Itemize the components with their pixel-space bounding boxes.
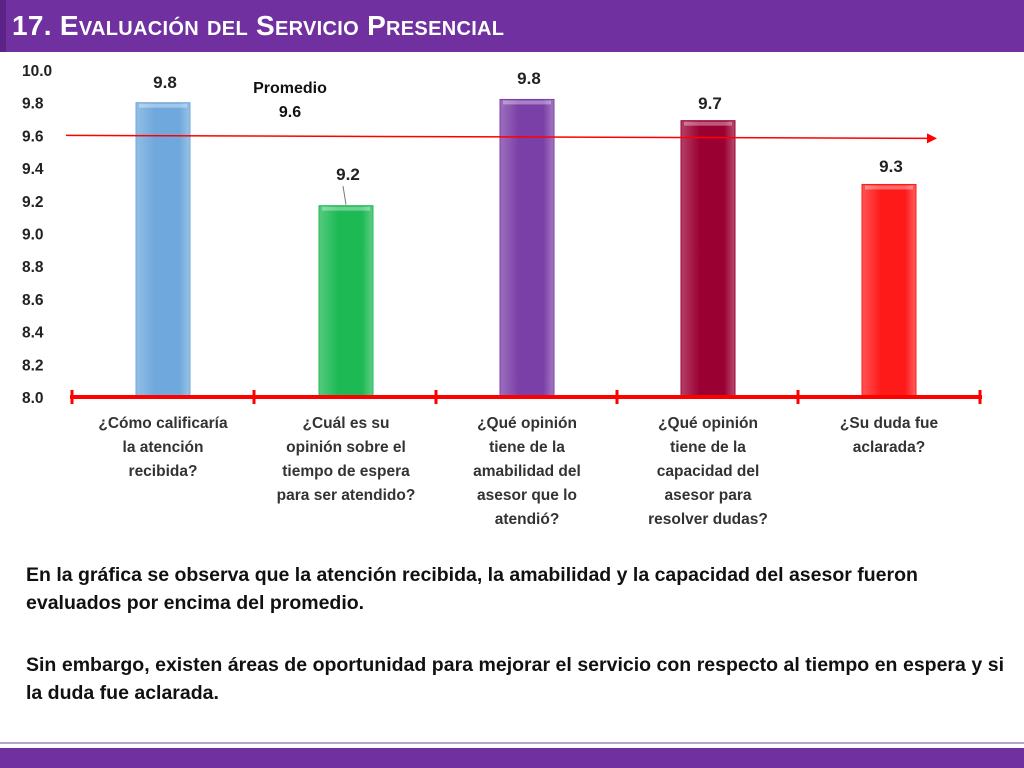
y-tick-label: 8.6 (22, 292, 44, 309)
data-label-4: 9.7 (698, 94, 722, 113)
y-tick-label: 9.8 (22, 96, 44, 113)
y-tick-label: 9.2 (22, 194, 44, 211)
footer-bar (0, 748, 1024, 768)
summary-paragraph-2: Sin embargo, existen áreas de oportunida… (26, 654, 1004, 704)
title-bar: 17. Evaluación del Servicio Presencial (0, 0, 1024, 52)
bar-4-highlight (684, 121, 732, 126)
bar-2 (318, 205, 374, 398)
y-tick-label: 9.6 (22, 128, 44, 145)
bar-chart: 10.0 9.8 9.6 9.4 9.2 9.0 8.8 8.6 8.4 8.2 8.0 Prome… (22, 63, 982, 528)
average-line (65, 133, 937, 144)
bar-3-highlight (503, 100, 551, 105)
data-label-2: 9.2 (336, 165, 360, 184)
page-title: 17. Evaluación del Servicio Presencial (12, 10, 505, 41)
y-tick-label: 9.0 (22, 227, 44, 244)
data-label-3: 9.8 (517, 69, 541, 88)
footer-line (0, 742, 1024, 744)
y-tick-label: 9.4 (22, 161, 44, 178)
bar-4 (680, 120, 736, 398)
category-label-4: ¿Qué opinión tiene de la capacidad del ases… (648, 415, 768, 528)
bar-5 (861, 183, 917, 398)
data-label-5: 9.3 (879, 157, 903, 176)
category-labels: ¿Cómo calificaría la atención recibida? ¿Cu… (98, 415, 938, 528)
category-label-3: ¿Qué opinión tiene de la amabilidad del ase… (473, 415, 581, 528)
bar-1-highlight (139, 103, 187, 108)
average-label-title: Promedio (253, 80, 327, 97)
category-label-5: ¿Su duda fue aclarada? (840, 415, 939, 456)
y-tick-label: 8.8 (22, 259, 44, 276)
bars (135, 98, 917, 398)
category-label-1: ¿Cómo calificaría la atención recibida? (98, 415, 228, 480)
title-accent (0, 0, 6, 52)
data-label-leader (342, 185, 347, 205)
y-axis-ticks: 10.0 9.8 9.6 9.4 9.2 9.0 8.8 8.6 8.4 8.2 8.0 (22, 63, 52, 407)
bar-2-highlight (322, 206, 370, 211)
y-tick-label: 8.0 (22, 390, 44, 407)
bar-3 (499, 98, 555, 398)
x-axis (70, 390, 982, 404)
summary-paragraph-1: En la gráfica se observa que la atención… (26, 564, 918, 614)
y-tick-label: 10.0 (22, 63, 52, 80)
bar-5-highlight (865, 185, 913, 190)
bar-1 (135, 102, 191, 398)
average-line-group: Promedio 9.6 (65, 80, 937, 144)
y-tick-label: 8.4 (22, 325, 44, 342)
data-labels: 9.8 9.2 9.8 9.7 9.3 (153, 69, 903, 205)
average-label-value: 9.6 (279, 104, 301, 121)
y-tick-label: 8.2 (22, 357, 44, 374)
data-label-1: 9.8 (153, 73, 177, 92)
category-label-2: ¿Cuál es su opinión sobre el tiempo de esp… (277, 415, 416, 504)
